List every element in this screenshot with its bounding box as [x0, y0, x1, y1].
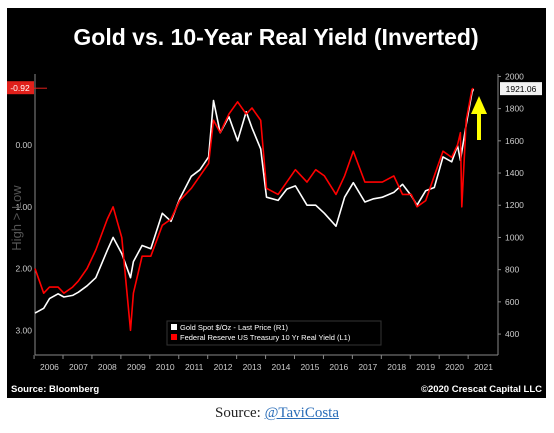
up-arrow-icon [471, 96, 487, 114]
x-tick-label: 2016 [329, 362, 348, 372]
x-tick-label: 2014 [272, 362, 291, 372]
last-value-label-right: 1921.06 [506, 84, 537, 94]
last-value-box-right [500, 82, 542, 96]
x-tick-label: 2019 [416, 362, 435, 372]
left-tick-label: 0.00 [15, 140, 32, 150]
legend-label: Gold Spot $/Oz - Last Price (R1) [180, 323, 288, 332]
right-tick-label: 1600 [505, 136, 524, 146]
x-tick-label: 2009 [127, 362, 146, 372]
right-tick-label: 2000 [505, 71, 524, 81]
chart-frame: Gold vs. 10-Year Real Yield (Inverted) 20… [7, 8, 546, 398]
right-tick-label: 400 [505, 329, 519, 339]
x-tick-label: 2010 [156, 362, 175, 372]
right-tick-label: 600 [505, 297, 519, 307]
x-tick-label: 2006 [40, 362, 59, 372]
caption-prefix: Source: [215, 405, 265, 421]
legend-label: Federal Reserve US Treasury 10 Yr Real Y… [180, 333, 351, 342]
right-tick-label: 1200 [505, 200, 524, 210]
x-tick-label: 2008 [98, 362, 117, 372]
left-tick-label: 2.00 [15, 264, 32, 274]
series-line-real-yield [34, 87, 474, 332]
legend-swatch [171, 324, 177, 330]
x-tick-label: 2015 [300, 362, 319, 372]
source-annotation: Source: Bloomberg [11, 384, 99, 395]
x-tick-label: 2011 [185, 362, 204, 372]
last-value-label-left: -0.92 [10, 83, 30, 93]
copyright-annotation: ©2020 Crescat Capital LLC [421, 384, 542, 395]
left-tick-label: 3.00 [15, 325, 32, 335]
chart-title: Gold vs. 10-Year Real Yield (Inverted) [73, 24, 478, 50]
x-tick-label: 2021 [474, 362, 493, 372]
x-tick-label: 2013 [243, 362, 262, 372]
legend-box [166, 320, 382, 346]
right-tick-label: 1000 [505, 232, 524, 242]
left-tick-label: 1.00 [15, 202, 32, 212]
x-tick-label: 2018 [387, 362, 406, 372]
chart-svg: Gold vs. 10-Year Real Yield (Inverted) 20… [7, 24, 542, 395]
right-tick-label: 1400 [505, 168, 524, 178]
caption: Source: @TaviCosta [0, 405, 554, 422]
x-tick-label: 2012 [214, 362, 233, 372]
legend-swatch [171, 334, 177, 340]
x-tick-label: 2007 [69, 362, 88, 372]
right-tick-label: 1800 [505, 104, 524, 114]
x-tick-label: 2017 [358, 362, 377, 372]
x-tick-label: 2020 [445, 362, 464, 372]
last-value-box-left [7, 81, 34, 95]
caption-link[interactable]: @TaviCosta [264, 405, 339, 421]
right-tick-label: 800 [505, 265, 519, 275]
left-axis-label: High > Low [9, 185, 24, 251]
series-line-gold [34, 88, 475, 314]
